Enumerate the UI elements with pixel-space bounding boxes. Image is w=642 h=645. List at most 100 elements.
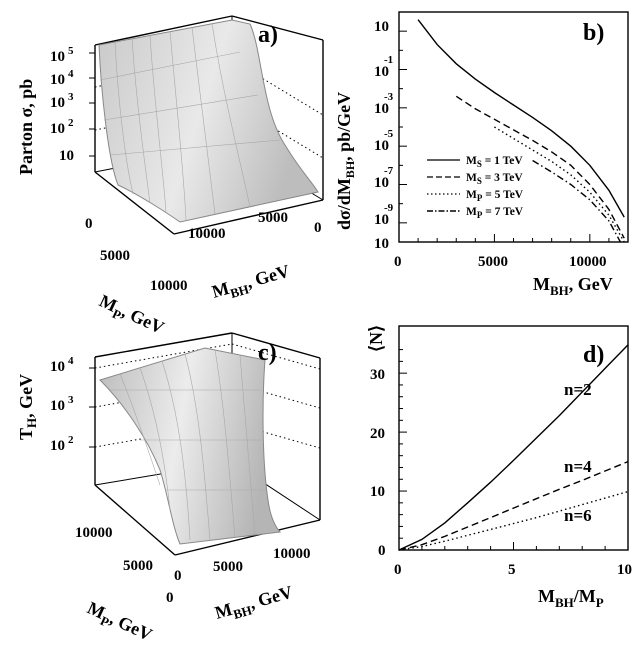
a-ztick-label: 10 (50, 72, 65, 88)
b-legend: MS = 1 TeV MS = 3 TeV MP = 5 TeV MP = 7 … (427, 155, 524, 220)
a-xtick-label: 0 (85, 216, 93, 232)
legend-entry: MS = 3 TeV (427, 172, 523, 186)
svg-text:MS = 1 TeV: MS = 1 TeV (466, 155, 523, 169)
legend-main: M (466, 172, 477, 184)
b-panel-label: b) (583, 20, 604, 46)
a-xaxis-title: MP, GeV (95, 290, 168, 341)
c-ytick-label: 10000 (273, 546, 311, 562)
legend-main: M (466, 155, 477, 167)
a-yaxis-title: MBH, GeV (210, 261, 293, 306)
a-ztick-exp: 5 (68, 45, 74, 57)
legend-text: = 7 TeV (482, 206, 523, 218)
series-line (398, 460, 629, 551)
b-xtick-label: 5000 (478, 254, 508, 270)
a-panel-label: a) (258, 22, 278, 48)
legend-sub: P (477, 210, 483, 220)
legend-text: = 1 TeV (482, 155, 523, 167)
series-line (532, 159, 622, 243)
c-zgrid-1 (94, 343, 233, 369)
a-box-bottom-front-edge (94, 171, 175, 235)
b-ytick-exp: -3 (384, 91, 394, 103)
panel-a-surface-plot: 10 5 10 4 10 3 10 2 10 0 5000 10000 1000… (16, 15, 324, 341)
a-box-top-back-edge (94, 15, 233, 46)
a-box-bottom-right-edge (173, 199, 324, 235)
c-ytick-label: 5000 (213, 559, 243, 575)
d-xtick-label: 10 (617, 562, 632, 578)
legend-text: = 3 TeV (482, 172, 523, 184)
d-curve-label: n=2 (564, 380, 592, 399)
d-curve-label: n=4 (564, 457, 592, 476)
panel-d-line-chart: 0 10 20 30 0 5 10 ⟨N⟩ MBH/MP d) n=2 n=4 … (366, 325, 632, 610)
c-xtick-label: 10000 (75, 525, 113, 541)
legend-sub: P (477, 193, 483, 203)
legend-main: M (466, 189, 477, 201)
d-curve-label: n=6 (564, 506, 592, 525)
a-xtick-label: 10000 (150, 278, 188, 294)
b-ytick-exp: -9 (384, 202, 394, 214)
b-ytick-label: 10 (374, 101, 389, 117)
c-box-top-right-edge (231, 332, 321, 359)
c-zaxis-title: TH, GeV (16, 374, 39, 440)
b-ytick-label: 10 (374, 175, 389, 191)
a-ztick-label: 10 (50, 49, 65, 65)
legend-entry: MP = 7 TeV (427, 206, 524, 220)
b-ytick-label: 10 (374, 236, 389, 252)
a-xtick-label: 5000 (100, 248, 130, 264)
a-ytick-label: 5000 (258, 210, 288, 226)
legend-entry: MS = 1 TeV (427, 155, 523, 169)
b-xtick-label: 10000 (569, 254, 607, 270)
c-box-top-back-edge (94, 332, 233, 358)
series-line (494, 126, 625, 243)
b-ytick-exp: -7 (384, 165, 394, 177)
c-box-bottom-front-edge (94, 484, 176, 556)
c-zgrid-2b (231, 382, 321, 409)
c-zgrid-3b (231, 422, 321, 449)
c-ztick-label: 10 (50, 398, 65, 414)
d-xaxis-title: MBH/MP (538, 586, 604, 610)
legend-main: M (466, 206, 477, 218)
a-ztick-exp: 3 (68, 91, 74, 103)
c-ytick-label: 0 (174, 568, 182, 584)
series-line (417, 19, 625, 218)
b-ytick-label: 10 (374, 64, 389, 80)
legend-sub: S (477, 159, 482, 169)
c-box-bottom-right-edge (174, 519, 321, 556)
svg-text:MS = 3 TeV: MS = 3 TeV (466, 172, 523, 186)
b-ytick-label: 10 (374, 212, 389, 228)
c-zgrid-1b (231, 343, 321, 370)
svg-text:MP = 7 TeV: MP = 7 TeV (466, 206, 524, 220)
c-xtick-label: 0 (166, 590, 174, 606)
d-ytick-label: 0 (378, 543, 386, 559)
d-ytick-label: 20 (370, 426, 385, 442)
a-ztick-label: 10 (50, 121, 65, 137)
d-xtick-label: 0 (394, 562, 402, 578)
a-ztick-exp: 4 (68, 68, 74, 80)
legend-entry: MP = 5 TeV (427, 189, 524, 203)
a-surface-mesh (99, 22, 281, 221)
c-xaxis-title: MP, GeV (83, 597, 156, 645)
series-line (398, 490, 629, 551)
c-ztick-exp: 2 (68, 434, 74, 446)
panel-c-surface-plot: 10 4 10 3 10 2 10000 5000 0 0 5000 10000… (16, 332, 321, 645)
b-ytick-label: 10 (374, 138, 389, 154)
c-ztick-exp: 3 (68, 394, 74, 406)
c-panel-label: c) (258, 340, 277, 366)
b-ytick-exp: -5 (384, 128, 394, 140)
c-ztick-exp: 4 (68, 355, 74, 367)
c-ztick-label: 10 (50, 438, 65, 454)
c-zgrid-3 (94, 422, 233, 448)
a-ztick-label: 10 (59, 148, 74, 164)
d-yaxis-title: ⟨N⟩ (366, 325, 386, 352)
a-box-top-right-edge (231, 15, 324, 41)
c-zgrid-2 (94, 382, 233, 408)
a-ztick-label: 10 (50, 95, 65, 111)
d-ytick-label: 10 (370, 484, 385, 500)
d-panel-label: d) (583, 342, 604, 368)
c-ztick-label: 10 (50, 359, 65, 375)
d-ytick-label: 30 (370, 367, 385, 383)
a-zaxis-title: Parton σ, pb (16, 79, 36, 175)
d-xtick-label: 5 (508, 562, 516, 578)
c-xtick-label: 5000 (123, 558, 153, 574)
c-surface-mesh (110, 349, 266, 541)
